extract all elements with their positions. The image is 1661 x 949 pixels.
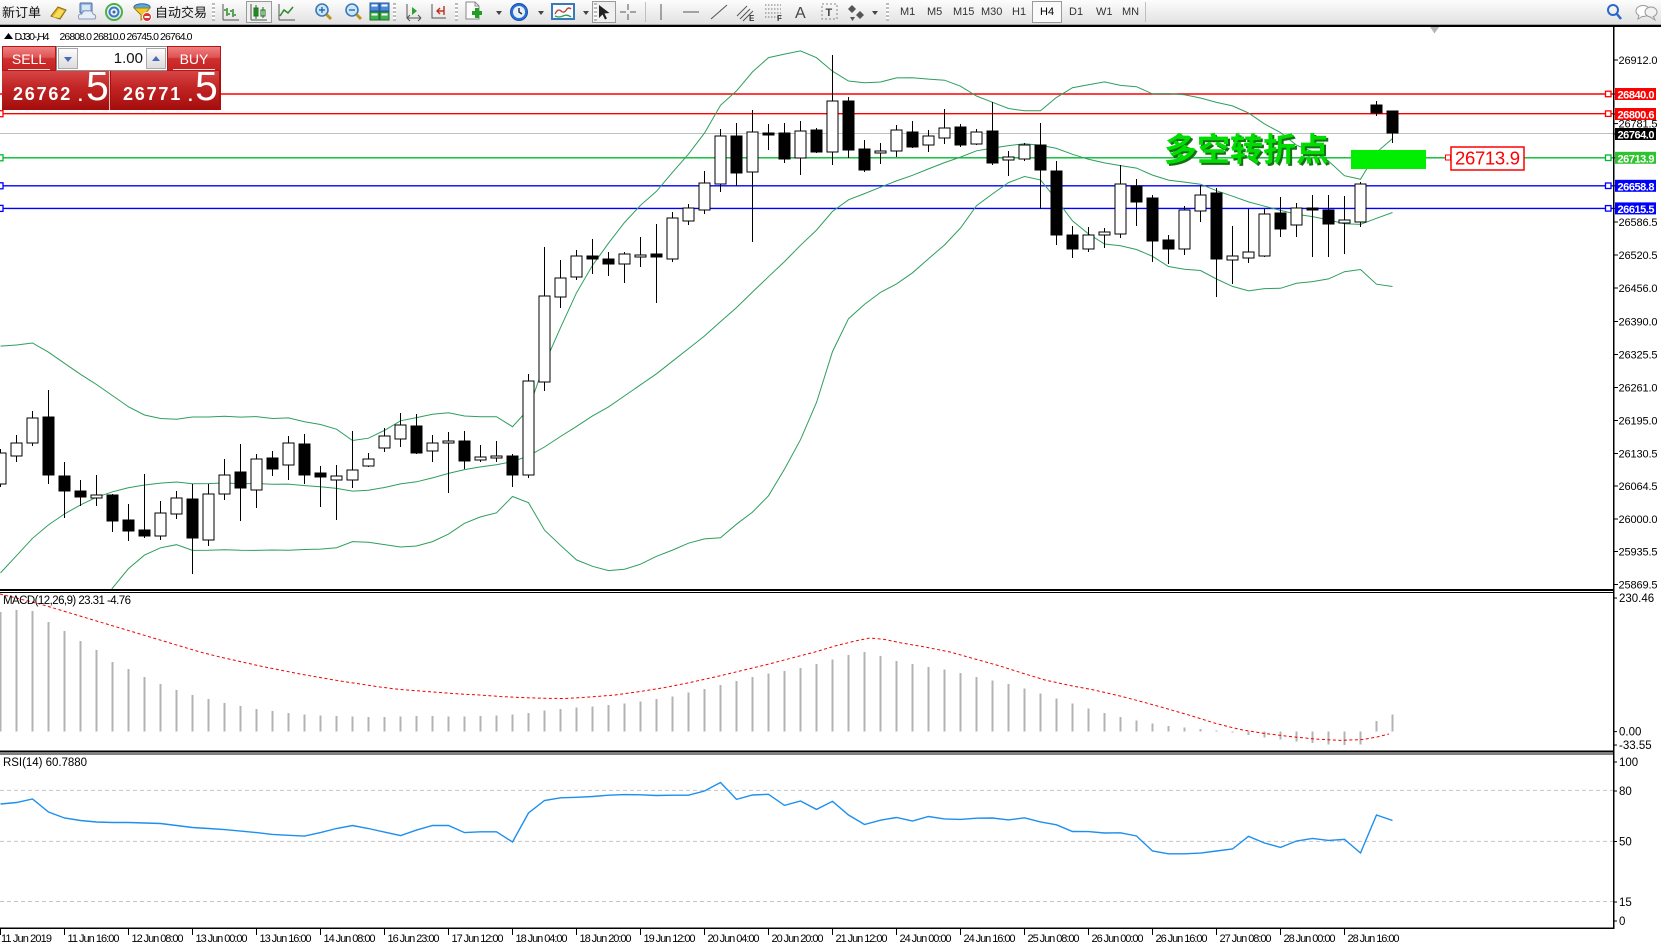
svg-text:230.46: 230.46 bbox=[1619, 593, 1654, 605]
svg-text:26000.0: 26000.0 bbox=[1619, 514, 1658, 526]
svg-text:RSI(14) 60.7880: RSI(14) 60.7880 bbox=[3, 757, 87, 769]
svg-text:26 Jun 16:00: 26 Jun 16:00 bbox=[1156, 933, 1208, 945]
svg-text:26658.8: 26658.8 bbox=[1618, 181, 1655, 193]
svg-text:26 Jun 00:00: 26 Jun 00:00 bbox=[1092, 933, 1144, 945]
svg-text:25 Jun 08:00: 25 Jun 08:00 bbox=[1028, 933, 1080, 945]
svg-text:26456.0: 26456.0 bbox=[1619, 283, 1658, 295]
svg-text:13 Jun 16:00: 13 Jun 16:00 bbox=[260, 933, 312, 945]
svg-text:26713.9: 26713.9 bbox=[1455, 148, 1520, 169]
svg-text:26390.0: 26390.0 bbox=[1619, 317, 1658, 329]
svg-text:A: A bbox=[795, 5, 806, 22]
svg-text:26064.5: 26064.5 bbox=[1619, 481, 1658, 493]
svg-text:18 Jun 20:00: 18 Jun 20:00 bbox=[580, 933, 632, 945]
svg-text:80: 80 bbox=[1619, 786, 1632, 798]
svg-text:0: 0 bbox=[1619, 916, 1625, 928]
svg-text:0.00: 0.00 bbox=[1619, 727, 1641, 739]
svg-text:F: F bbox=[777, 14, 782, 23]
svg-text:12 Jun 08:00: 12 Jun 08:00 bbox=[132, 933, 184, 945]
svg-text:25869.5: 25869.5 bbox=[1619, 580, 1658, 592]
svg-text:28 Jun 00:00: 28 Jun 00:00 bbox=[1284, 933, 1336, 945]
svg-text:24 Jun 00:00: 24 Jun 00:00 bbox=[900, 933, 952, 945]
svg-text:MACD(12,26,9) 23.31 -4.76: MACD(12,26,9) 23.31 -4.76 bbox=[3, 595, 131, 607]
svg-text:100: 100 bbox=[1619, 757, 1638, 769]
svg-text:20 Jun 04:00: 20 Jun 04:00 bbox=[708, 933, 760, 945]
svg-text:20 Jun 20:00: 20 Jun 20:00 bbox=[772, 933, 824, 945]
svg-text:-33.55: -33.55 bbox=[1619, 740, 1652, 752]
svg-text:26520.5: 26520.5 bbox=[1619, 250, 1658, 262]
svg-text:13 Jun 00:00: 13 Jun 00:00 bbox=[196, 933, 248, 945]
svg-text:28 Jun 16:00: 28 Jun 16:00 bbox=[1348, 933, 1400, 945]
svg-text:16 Jun 23:00: 16 Jun 23:00 bbox=[388, 933, 440, 945]
svg-text:11 Jun 16:00: 11 Jun 16:00 bbox=[68, 933, 120, 945]
svg-text:25935.5: 25935.5 bbox=[1619, 547, 1658, 559]
svg-text:21 Jun 12:00: 21 Jun 12:00 bbox=[836, 933, 888, 945]
svg-text:17 Jun 12:00: 17 Jun 12:00 bbox=[452, 933, 504, 945]
svg-text:26764.0: 26764.0 bbox=[1618, 130, 1655, 142]
svg-text:26840.0: 26840.0 bbox=[1618, 90, 1655, 102]
svg-text:26130.5: 26130.5 bbox=[1619, 449, 1658, 461]
svg-text:26586.5: 26586.5 bbox=[1619, 217, 1658, 229]
svg-text:26800.6: 26800.6 bbox=[1618, 110, 1655, 122]
svg-text:18 Jun 04:00: 18 Jun 04:00 bbox=[516, 933, 568, 945]
svg-text:E: E bbox=[749, 14, 755, 23]
svg-text:26912.0: 26912.0 bbox=[1619, 55, 1658, 67]
svg-text:26195.0: 26195.0 bbox=[1619, 416, 1658, 428]
svg-text:50: 50 bbox=[1619, 837, 1632, 849]
svg-text:27 Jun 08:00: 27 Jun 08:00 bbox=[1220, 933, 1272, 945]
svg-text:26615.5: 26615.5 bbox=[1618, 204, 1655, 216]
svg-text:26808.0 26810.0 26745.0 26764.: 26808.0 26810.0 26745.0 26764.0 bbox=[60, 31, 193, 43]
svg-text:14 Jun 08:00: 14 Jun 08:00 bbox=[324, 933, 376, 945]
svg-text:DJ30-,H4: DJ30-,H4 bbox=[15, 31, 50, 43]
svg-text:19 Jun 12:00: 19 Jun 12:00 bbox=[644, 933, 696, 945]
svg-text:11 Jun 2019: 11 Jun 2019 bbox=[1, 933, 52, 945]
svg-text:24 Jun 16:00: 24 Jun 16:00 bbox=[964, 933, 1016, 945]
svg-text:26261.0: 26261.0 bbox=[1619, 383, 1658, 395]
svg-text:26713.9: 26713.9 bbox=[1618, 153, 1655, 165]
svg-text:T: T bbox=[826, 7, 833, 19]
svg-text:15: 15 bbox=[1619, 897, 1632, 909]
svg-text:26325.5: 26325.5 bbox=[1619, 350, 1658, 362]
svg-text:26781.5: 26781.5 bbox=[1619, 119, 1658, 131]
